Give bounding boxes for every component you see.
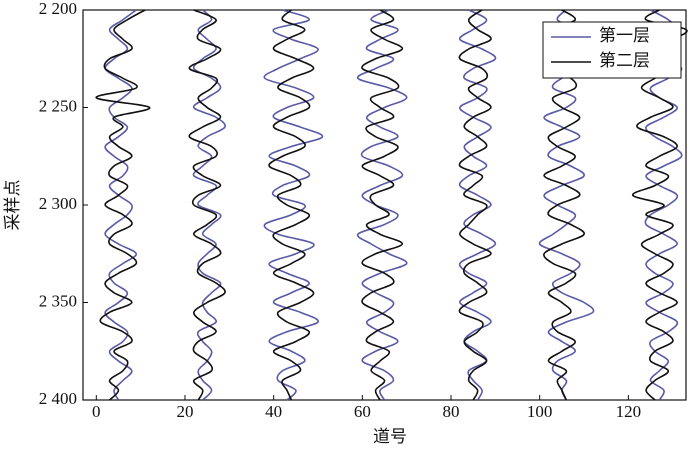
x-tick-label: 40 (265, 402, 282, 421)
x-tick-label: 80 (443, 402, 460, 421)
trace-line (188, 9, 226, 401)
x-tick-label: 20 (176, 402, 193, 421)
y-tick-label: 2 200 (39, 0, 77, 18)
y-axis-label: 采样点 (3, 180, 22, 231)
x-tick-label: 100 (527, 402, 553, 421)
legend-label: 第二层 (599, 51, 650, 70)
x-axis-label: 道号 (373, 427, 407, 446)
x-tick-label: 60 (354, 402, 371, 421)
trace-line (263, 9, 324, 401)
y-tick-label: 2 250 (39, 96, 77, 115)
y-tick-label: 2 300 (39, 194, 77, 213)
trace-line (268, 9, 315, 401)
trace-line (356, 9, 408, 401)
trace-line (361, 9, 404, 401)
legend-box (542, 21, 682, 79)
x-tick-label: 120 (616, 402, 642, 421)
trace-line (95, 9, 151, 401)
x-tick-label: 0 (92, 402, 101, 421)
trace-line (458, 9, 492, 401)
trace-line (458, 9, 497, 401)
y-tick-label: 2 400 (39, 389, 77, 408)
y-tick-label: 2 350 (39, 291, 77, 310)
legend-label: 第一层 (599, 26, 650, 45)
